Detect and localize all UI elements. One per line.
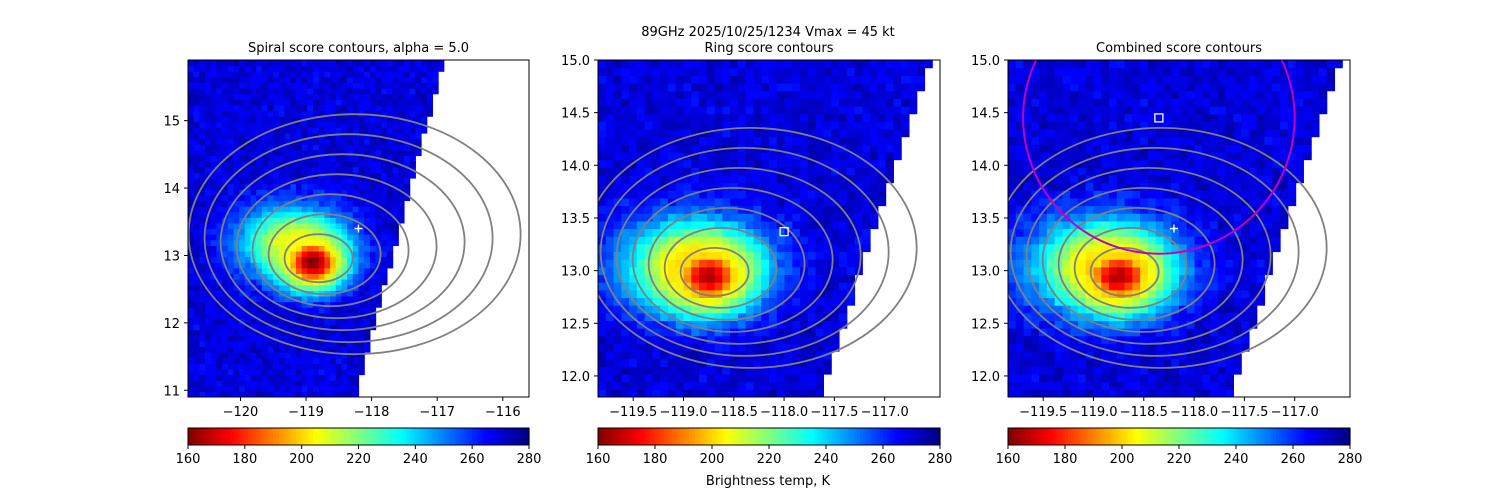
y-tick-label: 14.0 bbox=[971, 159, 1000, 174]
colorbar-tick-label: 260 bbox=[1281, 452, 1306, 467]
panel-title: Ring score contours bbox=[704, 41, 833, 56]
x-tick-label: −118.0 bbox=[1170, 405, 1218, 420]
x-tick-label: −118 bbox=[354, 405, 390, 420]
y-tick-label: 15.0 bbox=[561, 54, 590, 69]
colorbar-tick-label: 240 bbox=[814, 452, 839, 467]
x-tick-label: −119.0 bbox=[659, 405, 707, 420]
panel-title: Spiral score contours, alpha = 5.0 bbox=[248, 41, 469, 56]
panel-title: Combined score contours bbox=[1096, 41, 1262, 56]
y-tick-label: 14.5 bbox=[561, 107, 590, 122]
colorbar-tick-label: 240 bbox=[403, 452, 428, 467]
y-tick-label: 15 bbox=[163, 115, 180, 130]
colorbar-label: Brightness temp, K bbox=[706, 474, 831, 489]
colorbar-tick-label: 160 bbox=[996, 452, 1021, 467]
colorbar-tick-label: 200 bbox=[700, 452, 725, 467]
colorbar-tick-label: 280 bbox=[517, 452, 542, 467]
panel-3: Combined score contours−119.5−119.0−118.… bbox=[971, 0, 1362, 467]
colorbar: 160 180 200 220 240 260 280 bbox=[176, 428, 542, 467]
colorbar-tick-label: 200 bbox=[1110, 452, 1135, 467]
colorbar-tick-label: 260 bbox=[871, 452, 896, 467]
y-tick-label: 13.0 bbox=[971, 265, 1000, 280]
x-tick-label: −117.5 bbox=[810, 405, 858, 420]
y-tick-label: 12.0 bbox=[971, 370, 1000, 385]
colorbar-tick-label: 220 bbox=[1167, 452, 1192, 467]
colorbar-tick-label: 260 bbox=[460, 452, 485, 467]
panel-1: Spiral score contours, alpha = 5.0 −120 −1… bbox=[163, 41, 541, 467]
x-tick-label: −118.5 bbox=[1120, 405, 1168, 420]
x-tick-label: −117.0 bbox=[861, 405, 909, 420]
y-tick-label: 13 bbox=[163, 249, 180, 264]
y-tick-label: 12 bbox=[163, 317, 180, 332]
y-tick-label: 12.5 bbox=[971, 317, 1000, 332]
colorbar-tick-label: 180 bbox=[643, 452, 668, 467]
colorbar-tick-label: 200 bbox=[289, 452, 314, 467]
x-tick-label: −116 bbox=[485, 405, 521, 420]
y-tick-label: 11 bbox=[163, 384, 180, 399]
suptitle: 89GHz 2025/10/25/1234 Vmax = 45 kt bbox=[641, 25, 895, 40]
colorbar: 160 180 200 220 240 260 280 bbox=[586, 428, 953, 467]
y-tick-label: 12.5 bbox=[561, 317, 590, 332]
colorbar-tick-label: 240 bbox=[1224, 452, 1249, 467]
x-tick-label: −117.5 bbox=[1220, 405, 1268, 420]
x-tick-label: −119.5 bbox=[1019, 405, 1067, 420]
panel-2: Ring score contours−119.5−119.0−118.5−11… bbox=[561, 41, 952, 467]
x-tick-label: −117.0 bbox=[1271, 405, 1319, 420]
colorbar: 160 180 200 220 240 260 280 bbox=[996, 428, 1363, 467]
x-tick-label: −118.5 bbox=[710, 405, 758, 420]
y-tick-label: 13.5 bbox=[561, 212, 590, 227]
y-tick-label: 14.0 bbox=[561, 159, 590, 174]
panels: Spiral score contours, alpha = 5.0 −120 −1… bbox=[163, 0, 1362, 467]
colorbar-tick-label: 280 bbox=[1338, 452, 1363, 467]
y-tick-label: 14 bbox=[163, 182, 180, 197]
y-tick-label: 13.5 bbox=[971, 212, 1000, 227]
heatmap-image bbox=[598, 60, 933, 398]
colorbar-tick-label: 280 bbox=[928, 452, 953, 467]
x-tick-label: −120 bbox=[223, 405, 259, 420]
colorbar-tick-label: 180 bbox=[1053, 452, 1078, 467]
x-tick-label: −119.0 bbox=[1069, 405, 1117, 420]
x-tick-label: −117 bbox=[419, 405, 455, 420]
y-tick-label: 12.0 bbox=[561, 370, 590, 385]
colorbar-tick-label: 160 bbox=[176, 452, 201, 467]
x-tick-label: −118.0 bbox=[760, 405, 808, 420]
y-tick-label: 15.0 bbox=[971, 54, 1000, 69]
x-tick-label: −119 bbox=[288, 405, 324, 420]
y-tick-label: 13.0 bbox=[561, 265, 590, 280]
colorbar-tick-label: 220 bbox=[757, 452, 782, 467]
colorbar-tick-label: 160 bbox=[586, 452, 611, 467]
heatmap-image bbox=[188, 60, 444, 398]
x-tick-label: −119.5 bbox=[609, 405, 657, 420]
colorbar-tick-label: 180 bbox=[232, 452, 257, 467]
y-tick-label: 14.5 bbox=[971, 107, 1000, 122]
colorbar-tick-label: 220 bbox=[346, 452, 371, 467]
